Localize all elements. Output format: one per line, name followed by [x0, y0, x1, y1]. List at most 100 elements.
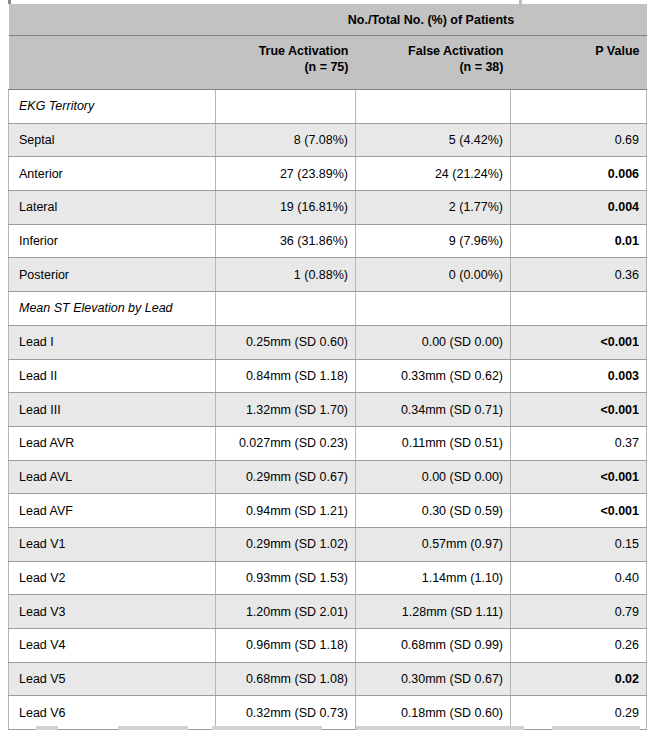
row-label-cell: Lead V6 — [9, 696, 216, 730]
false-activation-cell: 5 (4.42%) — [356, 123, 511, 157]
p-value-cell: <0.001 — [511, 494, 647, 528]
spanner-empty-cell — [9, 4, 216, 36]
row-label-cell: Lead V1 — [9, 527, 216, 561]
true-activation-cell: 1.32mm (SD 1.70) — [216, 393, 356, 427]
true-activation-cell: 8 (7.08%) — [216, 123, 356, 157]
row-label-cell: Lead AVL — [9, 460, 216, 494]
false-activation-cell — [356, 90, 511, 124]
row-label-cell: Lead V3 — [9, 595, 216, 629]
true-activation-cell — [216, 292, 356, 326]
column-header-row: True Activation (n = 75) False Activatio… — [9, 36, 647, 90]
table-row: Lateral19 (16.81%)2 (1.77%)0.004 — [9, 191, 647, 225]
true-activation-cell: 1.20mm (SD 2.01) — [216, 595, 356, 629]
p-value-cell: <0.001 — [511, 325, 647, 359]
row-label-cell: Lead V2 — [9, 561, 216, 595]
p-value-cell — [511, 292, 647, 326]
table-row: Lead I0.25mm (SD 0.60)0.00 (SD 0.00)<0.0… — [9, 325, 647, 359]
true-activation-cell: 0.96mm (SD 1.18) — [216, 629, 356, 663]
p-value-cell: 0.006 — [511, 157, 647, 191]
table-row: Posterior1 (0.88%)0 (0.00%)0.36 — [9, 258, 647, 292]
true-activation-cell: 0.29mm (SD 1.02) — [216, 527, 356, 561]
true-activation-cell: 0.84mm (SD 1.18) — [216, 359, 356, 393]
cutoff-row-fragment — [552, 726, 640, 730]
table-row: Lead V50.68mm (SD 1.08)0.30mm (SD 0.67)0… — [9, 662, 647, 696]
false-activation-n: (n = 38) — [356, 59, 504, 75]
row-label-cell: Anterior — [9, 157, 216, 191]
false-activation-cell: 0.34mm (SD 0.71) — [356, 393, 511, 427]
false-activation-cell: 0.57mm (0.97) — [356, 527, 511, 561]
cutoff-row-fragment — [36, 726, 58, 730]
false-activation-header: False Activation (n = 38) — [356, 36, 511, 90]
true-activation-cell: 0.32mm (SD 0.73) — [216, 696, 356, 730]
row-label-cell: Lead II — [9, 359, 216, 393]
table-row: Lead V31.20mm (SD 2.01)1.28mm (SD 1.11)0… — [9, 595, 647, 629]
table-row: Lead AVF0.94mm (SD 1.21)0.30 (SD 0.59)<0… — [9, 494, 647, 528]
false-activation-cell: 0.30mm (SD 0.67) — [356, 662, 511, 696]
p-value-cell: 0.79 — [511, 595, 647, 629]
row-label-cell: Lead V4 — [9, 629, 216, 663]
table-row: Lead II0.84mm (SD 1.18)0.33mm (SD 0.62)0… — [9, 359, 647, 393]
p-value-cell — [511, 90, 647, 124]
false-activation-cell: 0.00 (SD 0.00) — [356, 325, 511, 359]
cutoff-row-fragment — [356, 726, 524, 730]
table-row: Lead AVR0.027mm (SD 0.23)0.11mm (SD 0.51… — [9, 426, 647, 460]
row-label-cell: Lead V5 — [9, 662, 216, 696]
table-body: EKG TerritorySeptal8 (7.08%)5 (4.42%)0.6… — [9, 90, 647, 730]
true-activation-cell: 0.94mm (SD 1.21) — [216, 494, 356, 528]
section-row: EKG Territory — [9, 90, 647, 124]
row-label-cell: Lead III — [9, 393, 216, 427]
true-activation-cell: 36 (31.86%) — [216, 224, 356, 258]
table-row: Lead V40.96mm (SD 1.18)0.68mm (SD 0.99)0… — [9, 629, 647, 663]
row-label-cell: Lateral — [9, 191, 216, 225]
false-activation-cell: 0 (0.00%) — [356, 258, 511, 292]
table-row: Anterior27 (23.89%)24 (21.24%)0.006 — [9, 157, 647, 191]
row-label-header-cell — [9, 36, 216, 90]
true-activation-cell: 0.68mm (SD 1.08) — [216, 662, 356, 696]
row-label-cell: Septal — [9, 123, 216, 157]
p-value-cell: 0.69 — [511, 123, 647, 157]
true-activation-cell — [216, 90, 356, 124]
cutoff-row-fragment — [118, 726, 188, 730]
p-value-cell: 0.26 — [511, 629, 647, 663]
row-label-cell: EKG Territory — [9, 90, 216, 124]
false-activation-cell: 0.68mm (SD 0.99) — [356, 629, 511, 663]
true-activation-label: True Activation — [216, 43, 349, 59]
table-row: Lead V20.93mm (SD 1.53)1.14mm (1.10)0.40 — [9, 561, 647, 595]
table-row: Lead III1.32mm (SD 1.70)0.34mm (SD 0.71)… — [9, 393, 647, 427]
p-value-cell: 0.37 — [511, 426, 647, 460]
false-activation-cell: 1.28mm (SD 1.11) — [356, 595, 511, 629]
false-activation-cell: 0.33mm (SD 0.62) — [356, 359, 511, 393]
false-activation-cell — [356, 292, 511, 326]
p-value-cell: 0.40 — [511, 561, 647, 595]
table-row: Lead V60.32mm (SD 0.73)0.18mm (SD 0.60)0… — [9, 696, 647, 730]
true-activation-cell: 0.25mm (SD 0.60) — [216, 325, 356, 359]
true-activation-n: (n = 75) — [216, 59, 349, 75]
row-label-cell: Inferior — [9, 224, 216, 258]
true-activation-cell: 0.29mm (SD 0.67) — [216, 460, 356, 494]
false-activation-cell: 2 (1.77%) — [356, 191, 511, 225]
p-value-cell: 0.004 — [511, 191, 647, 225]
p-value-cell: <0.001 — [511, 393, 647, 427]
p-value-cell: 0.003 — [511, 359, 647, 393]
p-value-cell: 0.15 — [511, 527, 647, 561]
row-label-cell: Mean ST Elevation by Lead — [9, 292, 216, 326]
table-row: Lead AVL0.29mm (SD 0.67)0.00 (SD 0.00)<0… — [9, 460, 647, 494]
p-value-cell: 0.29 — [511, 696, 647, 730]
true-activation-cell: 19 (16.81%) — [216, 191, 356, 225]
p-value-header: P Value — [511, 36, 647, 90]
false-activation-cell: 0.18mm (SD 0.60) — [356, 696, 511, 730]
table-header: No./Total No. (%) of Patients True Activ… — [9, 4, 647, 90]
page: No./Total No. (%) of Patients True Activ… — [0, 0, 650, 730]
table-row: Lead V10.29mm (SD 1.02)0.57mm (0.97)0.15 — [9, 527, 647, 561]
row-label-cell: Posterior — [9, 258, 216, 292]
false-activation-label: False Activation — [356, 43, 504, 59]
false-activation-cell: 1.14mm (1.10) — [356, 561, 511, 595]
true-activation-header: True Activation (n = 75) — [216, 36, 356, 90]
p-value-cell: 0.02 — [511, 662, 647, 696]
p-value-cell: 0.01 — [511, 224, 647, 258]
row-label-cell: Lead I — [9, 325, 216, 359]
row-label-cell: Lead AVF — [9, 494, 216, 528]
false-activation-cell: 0.30 (SD 0.59) — [356, 494, 511, 528]
row-label-cell: Lead AVR — [9, 426, 216, 460]
table-row: Inferior36 (31.86%)9 (7.96%)0.01 — [9, 224, 647, 258]
